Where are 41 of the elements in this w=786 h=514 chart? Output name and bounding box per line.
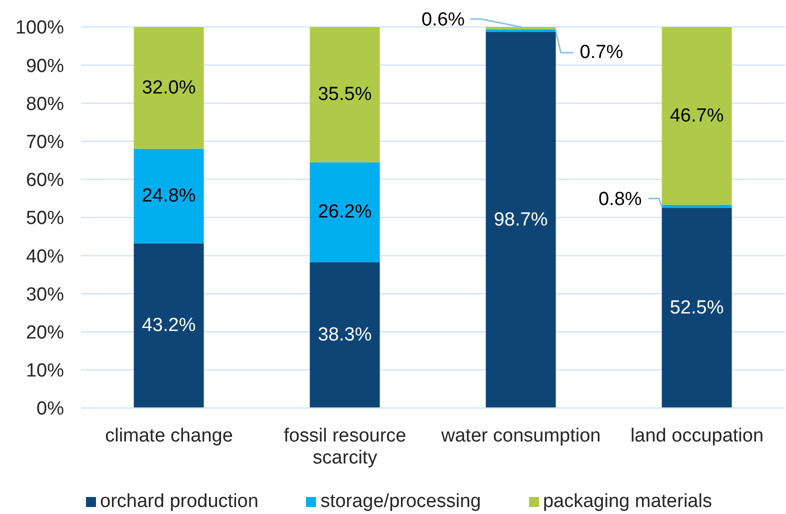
bar — [486, 29, 556, 32]
y-tick-label: 40% — [26, 246, 64, 268]
data-label: 98.7% — [494, 209, 548, 230]
bar — [310, 262, 380, 408]
data-label: 43.2% — [142, 315, 196, 336]
data-label: 24.8% — [142, 186, 196, 207]
bar — [134, 243, 204, 408]
legend-label: orchard production — [100, 491, 258, 513]
y-tick-label: 50% — [26, 208, 64, 230]
y-tick-label: 10% — [26, 360, 64, 382]
bar — [310, 162, 380, 262]
y-tick-label: 0% — [36, 398, 64, 420]
data-label: 52.5% — [670, 297, 724, 318]
y-tick-label: 20% — [26, 322, 64, 344]
y-tick-label: 90% — [26, 56, 64, 77]
data-label: 0.6% — [421, 10, 465, 30]
bar — [662, 208, 732, 408]
bar — [134, 27, 204, 149]
data-label: 0.8% — [598, 188, 642, 210]
bar — [662, 27, 732, 205]
y-tick-label: 80% — [26, 94, 64, 115]
data-label: 0.7% — [580, 42, 624, 64]
data-label: 35.5% — [318, 84, 372, 106]
data-label: 38.3% — [318, 324, 372, 346]
data-label: 32.0% — [142, 77, 196, 98]
bar — [310, 27, 380, 162]
x-tick-label: fossil resource scarcity — [284, 425, 406, 468]
y-tick-label: 60% — [26, 170, 64, 192]
legend-label: storage/processing — [320, 491, 481, 513]
x-tick-label: climate change — [105, 425, 233, 446]
x-tick-label: water consumption — [440, 425, 601, 446]
legend-label: packaging materials — [542, 491, 712, 513]
x-tick-label: land occupation — [630, 425, 764, 446]
y-tick-label: 100% — [15, 18, 64, 39]
bar — [486, 32, 556, 408]
y-tick-label: 30% — [26, 284, 64, 306]
data-label: 26.2% — [318, 202, 372, 223]
bar — [134, 148, 204, 244]
y-tick-label: 70% — [26, 132, 64, 154]
data-label: 46.7% — [670, 105, 724, 126]
bar — [662, 204, 732, 208]
